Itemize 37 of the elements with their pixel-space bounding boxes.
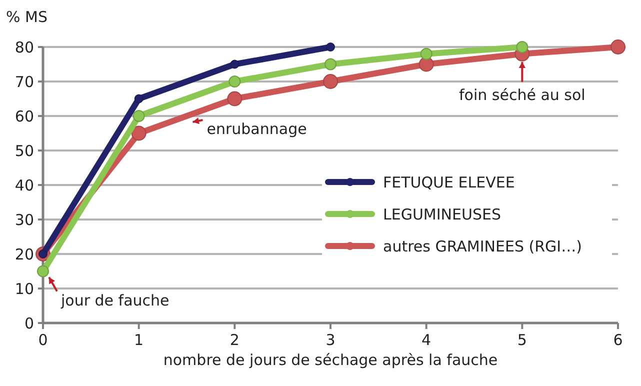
point [326, 42, 335, 52]
annotation: jour de fauche [60, 291, 170, 310]
point [324, 58, 336, 70]
x-tick-label: 6 [613, 331, 623, 349]
annotation: foin séché au sol [459, 86, 586, 104]
y-tick-label: 80 [14, 38, 34, 56]
point [37, 265, 49, 278]
point [516, 41, 528, 53]
legend-label: FETUQUE ELEVEE [383, 173, 515, 192]
x-tick-label: 3 [326, 331, 336, 349]
y-tick-label: 10 [14, 280, 34, 298]
y-axis-title: % MS [6, 8, 48, 26]
y-tick-label: 0 [24, 314, 34, 332]
legend-label: autres GRAMINEES (RGI…) [383, 237, 582, 256]
point [132, 110, 145, 122]
x-tick-label: 5 [517, 331, 527, 349]
x-tick-label: 1 [134, 331, 144, 349]
x-tick-label: 0 [38, 331, 48, 349]
point [323, 74, 338, 89]
point [420, 48, 432, 60]
point [610, 40, 626, 54]
y-tick-label: 30 [14, 210, 34, 229]
x-axis-title: nombre de jours de séchage après la fauche [163, 351, 498, 369]
point [131, 126, 146, 141]
x-tick-label: 4 [422, 331, 432, 349]
point [134, 94, 144, 104]
point [228, 76, 241, 88]
y-tick-label: 70 [14, 72, 34, 91]
point [230, 60, 240, 69]
legend-label: LEGUMINEUSES [383, 205, 502, 224]
y-tick-label: 60 [14, 107, 34, 126]
annotation: enrubannage [206, 120, 307, 138]
y-tick-label: 20 [14, 245, 34, 264]
point [227, 91, 242, 106]
y-tick-label: 40 [14, 176, 34, 194]
y-tick-label: 50 [14, 142, 34, 160]
x-tick-label: 2 [230, 331, 240, 349]
